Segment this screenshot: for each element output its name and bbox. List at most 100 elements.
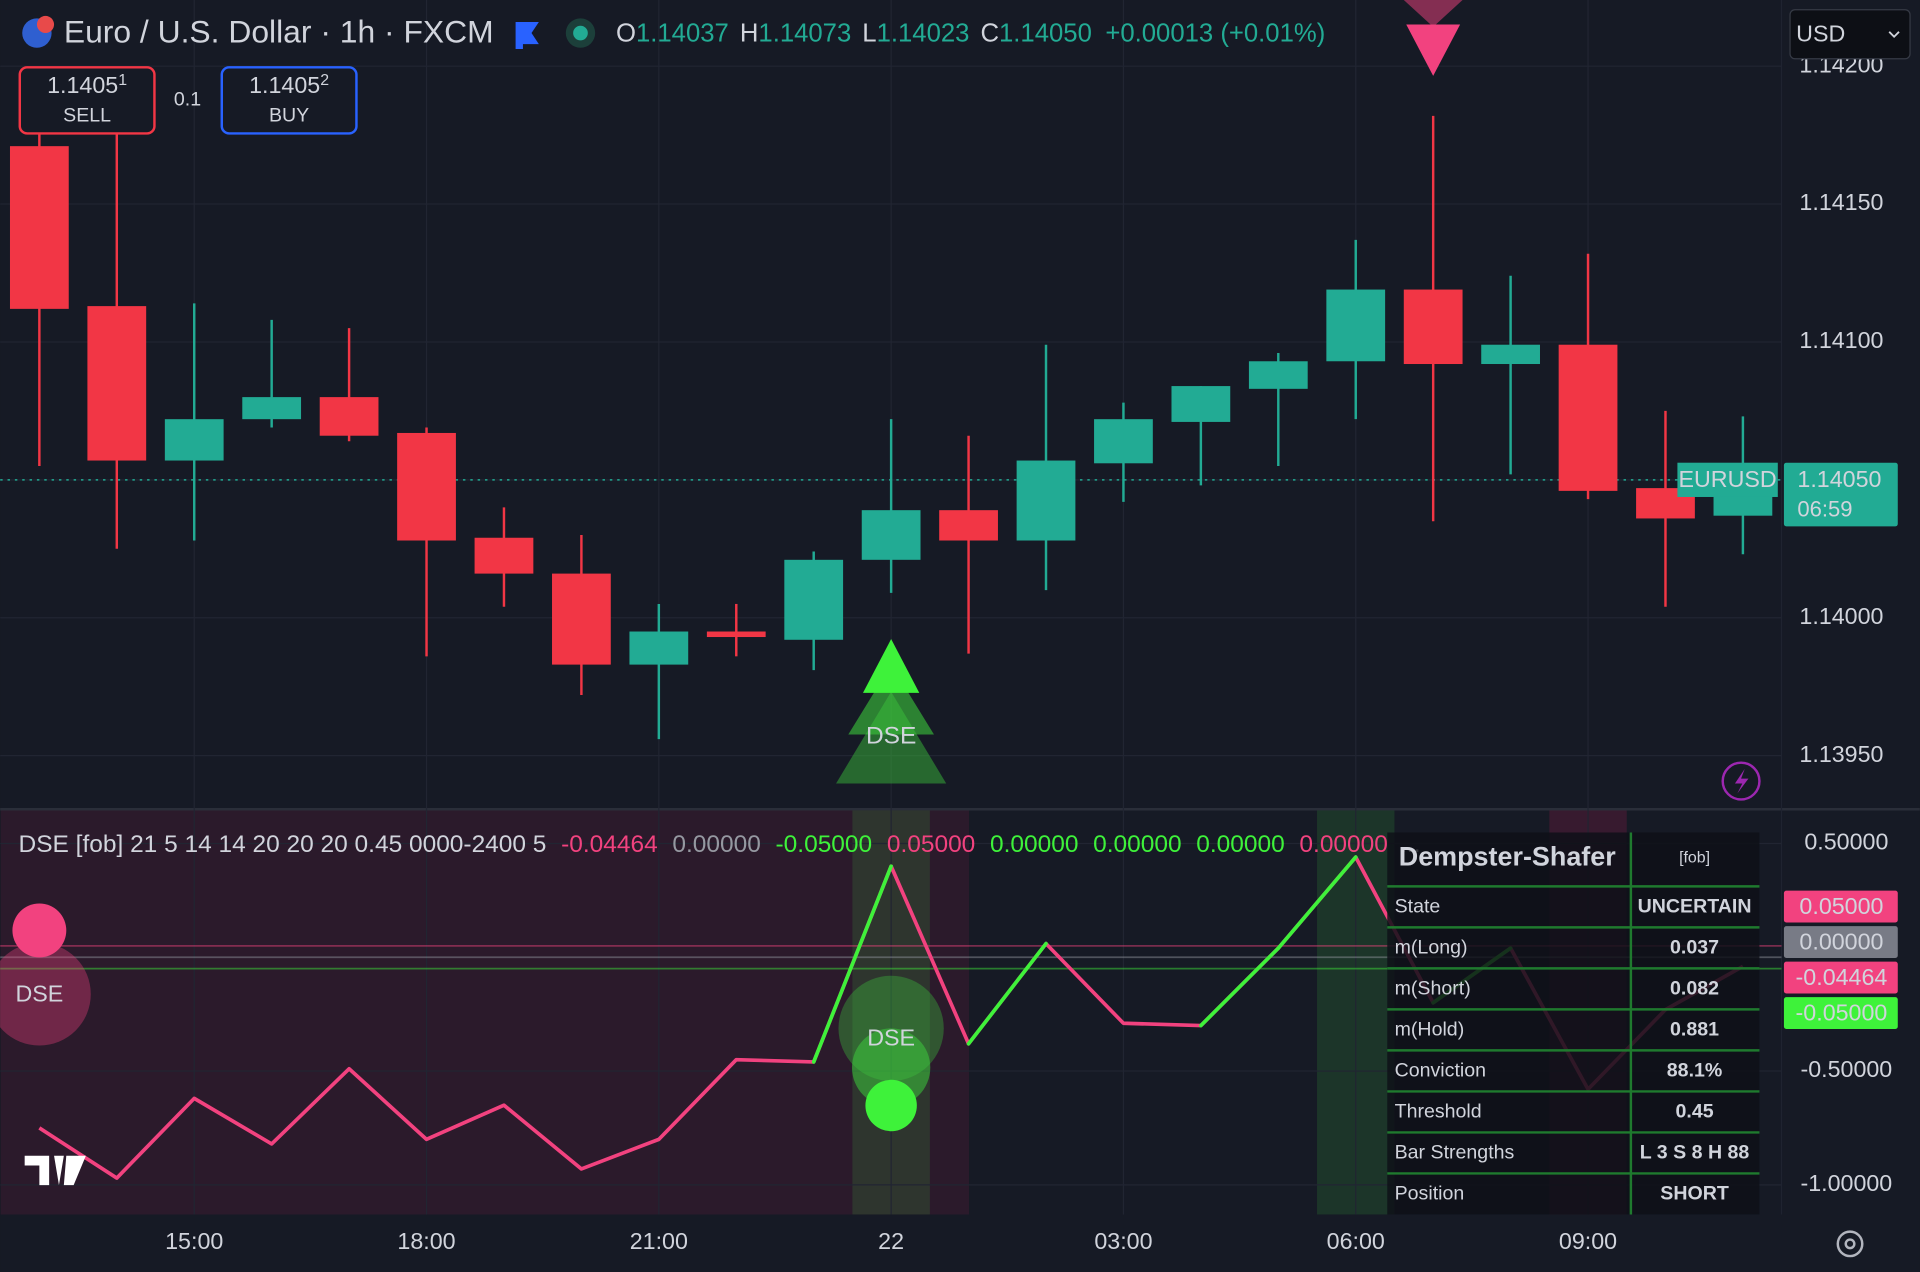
legend-value: 0.00000 <box>672 831 760 858</box>
candle-body <box>706 631 766 638</box>
table-row-value: 88.1% <box>1667 1059 1723 1081</box>
lightning-icon <box>1734 768 1749 794</box>
ohlc-value: 1.14050 <box>999 19 1092 47</box>
signal-long-shadow <box>836 691 947 784</box>
signal-short-dot <box>12 903 67 958</box>
buy-label: BUY <box>269 104 309 126</box>
y-tick-label: -0.50000 <box>1800 1056 1892 1082</box>
settings-hub <box>1844 1238 1856 1250</box>
currency-dropdown[interactable] <box>1789 9 1911 60</box>
symbol-flag-us <box>36 15 55 34</box>
candle-body <box>87 306 147 461</box>
candle-body <box>1326 289 1386 362</box>
candle-body <box>319 397 379 436</box>
flag-icon[interactable] <box>515 22 539 49</box>
legend-value: 0.05000 <box>887 831 975 858</box>
y-tick-label: 1.13950 <box>1799 741 1883 767</box>
candle-body <box>784 559 844 640</box>
currency-label: USD <box>1796 21 1845 47</box>
buy-price-pip: 2 <box>320 72 329 89</box>
x-tick-label: 09:00 <box>1559 1228 1617 1254</box>
table-row-value: UNCERTAIN <box>1638 895 1752 917</box>
table-row-label: Threshold <box>1395 1100 1482 1122</box>
ohlc-value: 1.14073 <box>758 19 851 47</box>
dempster-shafer-table: Dempster-Shafer [fob] State UNCERTAIN m(Long… <box>1387 832 1760 1215</box>
lightning-button[interactable] <box>1721 761 1761 801</box>
candle-body <box>1403 289 1463 365</box>
table-row-label: Position <box>1395 1182 1465 1204</box>
table-title: Dempster-Shafer <box>1399 841 1616 871</box>
candle-body <box>1094 419 1153 464</box>
trade-qty[interactable]: 0.1 <box>174 89 201 111</box>
sell-price-pip: 1 <box>118 72 127 89</box>
tradingview-logo <box>24 1155 86 1186</box>
candle-body <box>552 573 611 665</box>
indicator-up-segment <box>1276 855 1358 950</box>
symbol-badge-label: EURUSD <box>1679 466 1777 492</box>
legend-value: 0.00000 <box>1093 831 1181 858</box>
x-tick-label: 22 <box>878 1228 904 1254</box>
indicator-up-segment <box>1199 946 1281 1028</box>
axis-badge-label: 0.00000 <box>1799 928 1883 954</box>
candle-body <box>629 631 689 665</box>
table-row-value: L 3 S 8 H 88 <box>1640 1141 1750 1163</box>
signal-long-mid <box>851 1028 931 1107</box>
signal-short-halo <box>0 942 91 1046</box>
axis-badge <box>1783 926 1898 958</box>
buy-button[interactable] <box>220 66 358 135</box>
axis-badge-label: -0.05000 <box>1796 999 1888 1025</box>
sell-price-main: 1.1405 <box>47 72 118 98</box>
y-tick-label: 1.14100 <box>1799 327 1883 353</box>
legend-value: 0.00000 <box>1196 831 1284 858</box>
y-tick-label: 1.14150 <box>1799 189 1883 215</box>
candle-body <box>9 146 69 309</box>
candle-body <box>1248 361 1308 389</box>
ohlc: O1.14037 H1.14073 L1.14023 C1.14050 +0.00013… <box>616 19 1325 47</box>
axis-badge <box>1783 961 1898 994</box>
signal-label: DSE <box>15 980 63 1006</box>
symbol-badge <box>1677 462 1778 497</box>
ohlc-value: 1.14023 <box>877 19 970 47</box>
y-tick-label: 1.14000 <box>1799 603 1883 629</box>
x-tick-label: 15:00 <box>165 1228 223 1254</box>
table-row-label: m(Short) <box>1395 977 1471 999</box>
ohlc-letter: C <box>980 19 999 47</box>
zones <box>0 810 1627 1215</box>
legend-value: 0.00000 <box>1299 831 1387 858</box>
y-tick-label: -1.00000 <box>1800 1170 1892 1196</box>
axis-badge-label: -0.04464 <box>1796 964 1888 990</box>
x-tick-label: 03:00 <box>1094 1228 1152 1254</box>
signal-short <box>1406 24 1461 76</box>
ohlc-letter: O <box>616 19 636 47</box>
indicator-up-segment <box>811 864 893 1064</box>
ohlc-letter: H <box>740 19 759 47</box>
table-row-value: 0.881 <box>1670 1018 1719 1040</box>
indicator-legend: DSE [fob] 21 5 14 14 20 20 20 0.45 0000-… <box>19 831 1421 858</box>
dropdown-chevron <box>1888 31 1900 39</box>
settings-button[interactable] <box>1836 1230 1864 1258</box>
x-tick-label: 18:00 <box>397 1228 455 1254</box>
candle-body <box>474 537 534 574</box>
candle-body <box>939 510 998 541</box>
candle-body <box>1016 460 1076 541</box>
sell-button[interactable] <box>18 66 156 135</box>
sell-price: 1.14051 <box>47 72 127 98</box>
candle-body <box>397 432 456 541</box>
candle-body <box>861 510 921 560</box>
price-badge-value: 1.14050 <box>1797 466 1881 492</box>
signal-long-dot <box>865 1079 917 1132</box>
table-bg <box>1387 832 1760 1215</box>
background-zone <box>0 810 970 1215</box>
candle-body <box>1558 344 1618 491</box>
x-tick-label: 06:00 <box>1327 1228 1385 1254</box>
price-badge-countdown: 06:59 <box>1797 496 1852 521</box>
candle-body <box>1481 344 1540 365</box>
legend-value: 0.00000 <box>990 831 1078 858</box>
axis-badge <box>1783 890 1898 923</box>
table-row-value: 0.45 <box>1675 1100 1713 1122</box>
signal-label: DSE <box>867 1025 915 1051</box>
candle-body <box>1171 386 1231 422</box>
axis-badge-label: 0.05000 <box>1799 893 1883 919</box>
